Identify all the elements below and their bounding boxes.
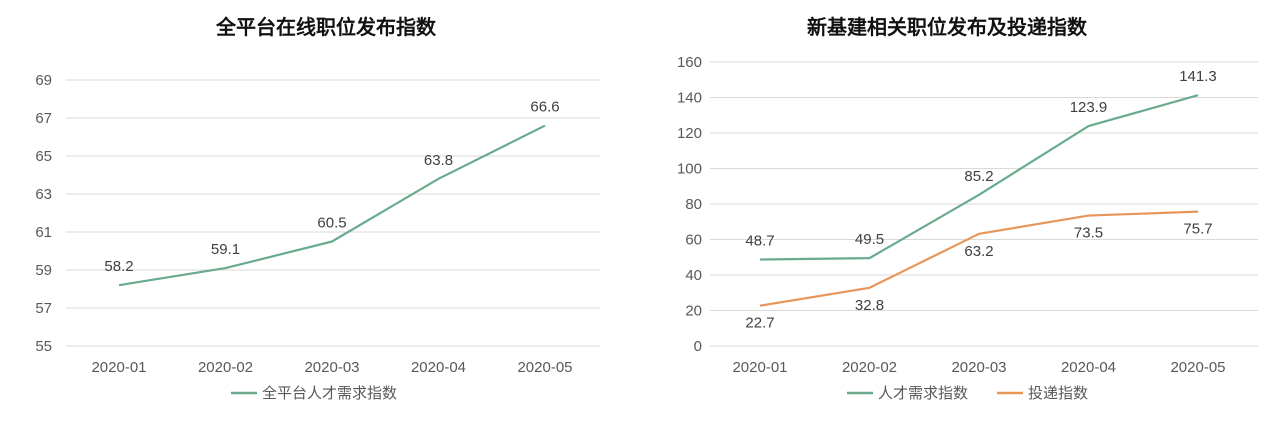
chart-title: 新基建相关职位发布及投递指数 — [807, 15, 1088, 39]
data-label: 32.8 — [855, 297, 884, 314]
chart-2: 新基建相关职位发布及投递指数 0 20 40 60 80 100 120 140 160 2020-… — [677, 15, 1258, 402]
chart-title: 全平台在线职位发布指数 — [215, 15, 437, 39]
data-label: 123.9 — [1070, 99, 1108, 116]
data-label: 49.5 — [855, 231, 884, 248]
data-label: 85.2 — [964, 168, 993, 185]
y-tick-label: 57 — [35, 300, 52, 317]
y-tick-label: 65 — [35, 148, 52, 165]
y-tick-label: 60 — [685, 232, 702, 249]
y-tick-label: 55 — [35, 338, 52, 355]
y-tick-label: 0 — [694, 338, 702, 355]
x-tick-label: 2020-04 — [411, 359, 466, 376]
data-label: 60.5 — [317, 215, 346, 232]
x-tick-label: 2020-01 — [732, 359, 787, 376]
y-tick-label: 69 — [35, 72, 52, 89]
data-label: 48.7 — [745, 233, 774, 250]
x-tick-label: 2020-04 — [1061, 359, 1116, 376]
x-tick-label: 2020-05 — [517, 359, 572, 376]
x-tick-label: 2020-03 — [304, 359, 359, 376]
data-label: 22.7 — [745, 315, 774, 332]
y-tick-label: 59 — [35, 262, 52, 279]
y-tick-label: 80 — [685, 196, 702, 213]
x-tick-label: 2020-01 — [91, 359, 146, 376]
series-line — [759, 94, 1199, 261]
y-tick-label: 61 — [35, 224, 52, 241]
data-label: 66.6 — [530, 99, 559, 116]
y-tick-label: 67 — [35, 110, 52, 127]
series-line — [759, 210, 1199, 307]
x-tick-label: 2020-03 — [951, 359, 1006, 376]
y-tick-label: 100 — [677, 161, 702, 178]
x-tick-label: 2020-02 — [842, 359, 897, 376]
y-tick-label: 160 — [677, 54, 702, 71]
data-label: 63.8 — [424, 152, 453, 169]
y-tick-label: 120 — [677, 125, 702, 142]
data-label: 58.2 — [104, 258, 133, 275]
x-tick-label: 2020-02 — [198, 359, 253, 376]
data-label: 63.2 — [964, 243, 993, 260]
data-label: 75.7 — [1183, 221, 1212, 238]
data-label: 141.3 — [1179, 68, 1217, 85]
x-tick-label: 2020-05 — [1170, 359, 1225, 376]
data-label: 59.1 — [211, 241, 240, 258]
y-tick-label: 63 — [35, 186, 52, 203]
legend-label: 全平台人才需求指数 — [262, 384, 397, 402]
data-label: 73.5 — [1074, 225, 1103, 242]
series-line — [118, 124, 546, 287]
y-tick-label: 140 — [677, 90, 702, 107]
legend-label: 人才需求指数 — [878, 384, 968, 402]
y-tick-label: 20 — [685, 303, 702, 320]
chart-1: 全平台在线职位发布指数 55 57 59 61 63 65 67 69 2020-01 2020-0… — [35, 15, 600, 402]
legend-label: 投递指数 — [1028, 384, 1088, 402]
y-tick-label: 40 — [685, 267, 702, 284]
